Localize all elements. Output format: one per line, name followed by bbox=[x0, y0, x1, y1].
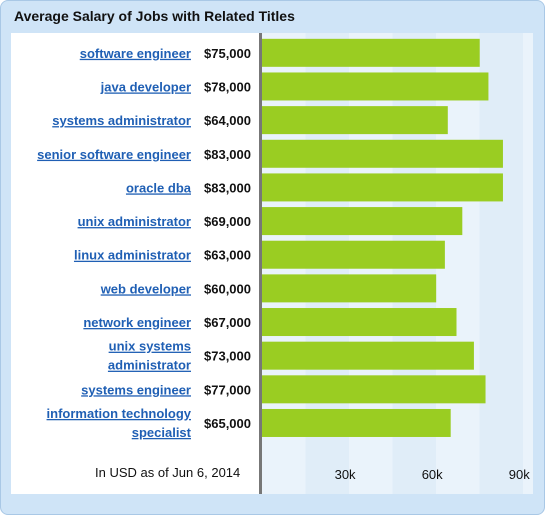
bar-7 bbox=[262, 274, 437, 303]
job-title-link[interactable]: software engineer bbox=[80, 46, 191, 61]
job-title-link[interactable]: oracle dba bbox=[126, 180, 192, 195]
job-title-link[interactable]: web developer bbox=[100, 281, 191, 296]
chart-title: Average Salary of Jobs with Related Titl… bbox=[14, 8, 295, 24]
job-title-link[interactable]: information technology specialist bbox=[47, 406, 192, 440]
bar-chart: $75,000 software engineer $78,000 java deve… bbox=[11, 33, 533, 494]
bar-10 bbox=[262, 375, 486, 404]
job-title-link[interactable]: systems engineer bbox=[81, 382, 191, 397]
bar-4 bbox=[262, 173, 503, 202]
chart-panel: $75,000 software engineer $78,000 java deve… bbox=[11, 33, 533, 494]
value-label: $65,000 bbox=[204, 416, 251, 431]
x-tick-label: 60k bbox=[422, 467, 443, 482]
job-title-link[interactable]: senior software engineer bbox=[37, 147, 191, 162]
job-title-link[interactable]: unix administrator bbox=[78, 214, 191, 229]
value-label: $83,000 bbox=[204, 147, 251, 162]
value-label: $63,000 bbox=[204, 248, 251, 263]
value-label: $75,000 bbox=[204, 46, 251, 61]
value-label: $60,000 bbox=[204, 281, 251, 296]
value-label: $78,000 bbox=[204, 79, 251, 94]
job-title-link[interactable]: network engineer bbox=[83, 315, 191, 330]
grid-band bbox=[523, 33, 533, 494]
bar-3 bbox=[262, 139, 503, 168]
bar-8 bbox=[262, 308, 457, 337]
y-axis-line bbox=[259, 33, 262, 494]
value-label: $83,000 bbox=[204, 180, 251, 195]
x-tick-label: 90k bbox=[509, 467, 530, 482]
bar-2 bbox=[262, 106, 448, 135]
label-area bbox=[11, 33, 259, 494]
bar-11 bbox=[262, 408, 451, 437]
value-label: $73,000 bbox=[204, 349, 251, 364]
job-title-link[interactable]: linux administrator bbox=[74, 248, 191, 263]
bar-6 bbox=[262, 240, 445, 269]
bar-9 bbox=[262, 341, 474, 370]
bar-1 bbox=[262, 72, 489, 101]
value-label: $77,000 bbox=[204, 382, 251, 397]
job-title-link[interactable]: systems administrator bbox=[52, 113, 191, 128]
currency-footnote: In USD as of Jun 6, 2014 bbox=[95, 465, 241, 480]
grid-band bbox=[479, 33, 523, 494]
value-label: $67,000 bbox=[204, 315, 251, 330]
value-label: $69,000 bbox=[204, 214, 251, 229]
job-title-link[interactable]: java developer bbox=[100, 79, 191, 94]
bar-5 bbox=[262, 207, 463, 236]
value-label: $64,000 bbox=[204, 113, 251, 128]
x-tick-label: 30k bbox=[335, 467, 356, 482]
job-title-link[interactable]: unix systems administrator bbox=[108, 339, 191, 373]
bar-0 bbox=[262, 38, 480, 67]
